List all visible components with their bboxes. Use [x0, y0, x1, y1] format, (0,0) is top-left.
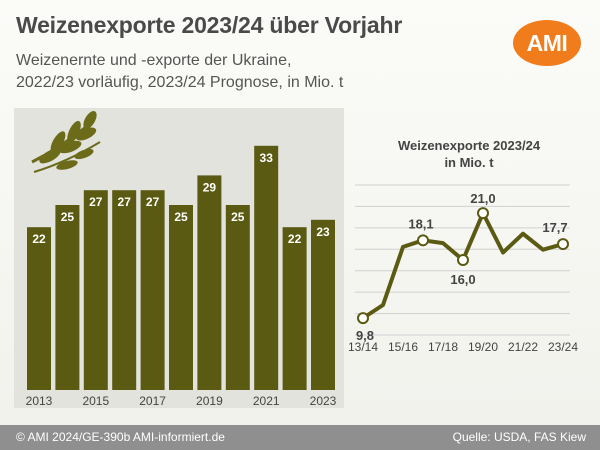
bar-value-label: 27	[146, 195, 160, 209]
line-x-tick-label: 23/24	[548, 340, 578, 354]
bar	[83, 190, 108, 390]
line-x-tick-label: 13/14	[348, 340, 378, 354]
bar	[169, 205, 193, 390]
bar	[197, 175, 222, 390]
copyright-text: © AMI 2024/GE-390b AMI-informiert.de	[16, 430, 225, 444]
bar	[140, 190, 165, 390]
bar-value-label: 33	[260, 151, 274, 165]
footer-bar: © AMI 2024/GE-390b AMI-informiert.de Que…	[0, 425, 600, 450]
line-x-tick-label: 19/20	[468, 340, 498, 354]
bar	[112, 190, 137, 390]
data-point-marker	[477, 207, 489, 220]
line-chart-title-1: Weizenexporte 2023/24	[398, 138, 541, 153]
data-point-marker	[557, 238, 569, 251]
bar	[254, 145, 279, 390]
data-point-label: 16,0	[450, 272, 475, 287]
bar-x-tick-label: 2021	[253, 394, 280, 408]
line-x-tick-label: 21/22	[508, 340, 538, 354]
bar-chart: 22 25 27 27 27 25 29 25 33 22 23 2013 2015 2017 2019 2…	[14, 108, 344, 408]
ami-logo: AMI	[513, 20, 581, 66]
data-point-label: 21,0	[470, 191, 495, 206]
bar-x-tick-label: 2023	[310, 394, 337, 408]
bar-value-label: 29	[203, 180, 217, 194]
bar-value-label: 22	[32, 232, 46, 246]
line-x-tick-label: 17/18	[428, 340, 458, 354]
bar-value-label: 25	[174, 210, 188, 224]
bar-value-label: 23	[316, 225, 330, 239]
bar	[27, 227, 51, 390]
bar	[311, 219, 335, 390]
bar	[225, 205, 250, 390]
page-title: Weizenexporte 2023/24 über Vorjahr	[16, 12, 403, 38]
data-point-marker	[357, 312, 369, 325]
bar-x-tick-label: 2019	[196, 394, 223, 408]
bar-value-label: 25	[231, 210, 245, 224]
page-subtitle: Weizenernte und -exporte der Ukraine, 20…	[16, 50, 343, 94]
data-point-marker	[457, 254, 469, 266]
line-chart-title-2: in Mio. t	[444, 155, 494, 170]
data-point-label: 18,1	[408, 216, 433, 231]
line-x-tick-label: 15/16	[388, 340, 418, 354]
line-chart: Weizenexporte 2023/24 in Mio. t 9,8 18,1 1…	[348, 138, 578, 354]
bar	[282, 227, 307, 390]
bar-value-label: 27	[89, 195, 103, 209]
data-point-label: 9,8	[356, 328, 374, 343]
bar-x-tick-label: 2013	[26, 394, 53, 408]
bar-x-tick-label: 2015	[82, 394, 109, 408]
subtitle-line-2: 2022/23 vorläufig, 2023/24 Prognose, in …	[16, 74, 344, 91]
bar-value-label: 27	[118, 195, 132, 209]
wheat-ears-icon	[31, 110, 101, 173]
bar-value-label: 22	[288, 232, 302, 246]
data-point-label: 17,7	[542, 220, 567, 235]
data-point-marker	[417, 234, 429, 247]
subtitle-line-1: Weizenernte und -exporte der Ukraine,	[16, 52, 292, 69]
bar-x-tick-label: 2017	[139, 394, 166, 408]
source-text: Quelle: USDA, FAS Kiew	[452, 430, 586, 444]
bar-value-label: 25	[61, 210, 75, 224]
bar	[55, 205, 80, 390]
